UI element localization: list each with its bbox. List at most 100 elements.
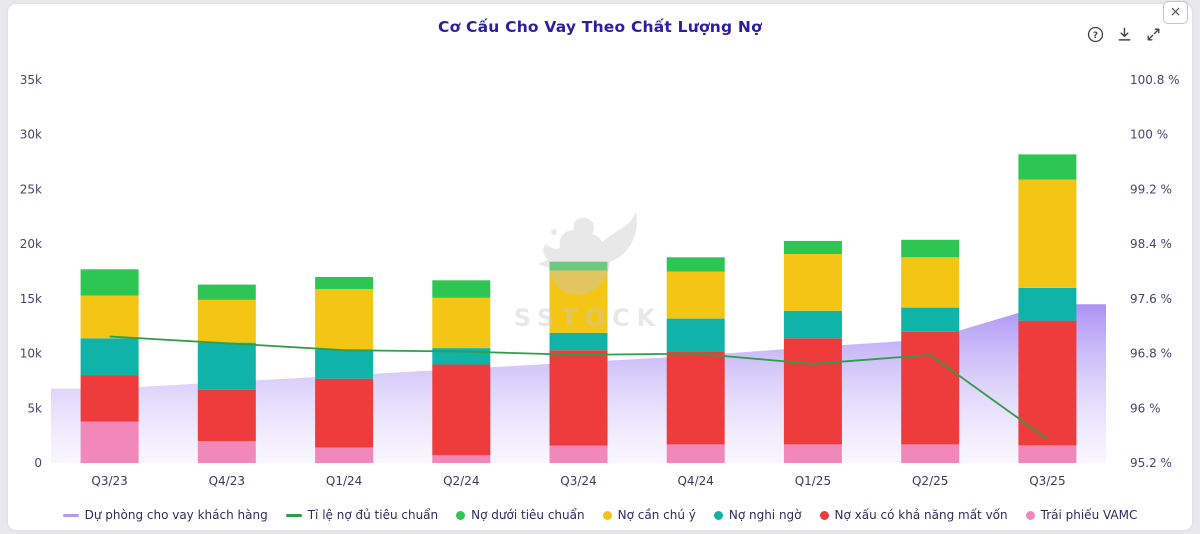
help-icon[interactable]: ? [1087, 26, 1104, 43]
legend-label: Nợ nghi ngờ [728, 508, 802, 522]
legend-item-0[interactable]: Dự phòng cho vay khách hàng [62, 508, 268, 522]
left-axis-tick: 20k [20, 237, 42, 251]
legend-dot-marker [602, 510, 612, 520]
bar-segment[interactable] [80, 375, 139, 422]
bar-segment[interactable] [901, 307, 960, 332]
legend-item-5[interactable]: Nợ xấu có khả năng mất vốn [819, 508, 1008, 522]
bar-segment[interactable] [315, 349, 374, 379]
bar-segment[interactable] [315, 378, 374, 448]
left-axis-tick: 35k [20, 73, 42, 87]
x-axis-label: Q2/24 [443, 474, 479, 488]
legend-label: Nợ xấu có khả năng mất vốn [834, 508, 1008, 522]
bar-segment[interactable] [783, 254, 842, 311]
bar-segment[interactable] [549, 332, 608, 351]
watermark-text: SSTOCK [514, 304, 662, 332]
close-button[interactable]: × [1163, 1, 1188, 24]
legend-label: Dự phòng cho vay khách hàng [84, 508, 268, 522]
bar-segment[interactable] [315, 289, 374, 350]
left-axis-tick: 0 [34, 456, 42, 470]
right-axis-tick: 100 % [1130, 128, 1168, 142]
bar-segment[interactable] [197, 342, 256, 390]
right-axis-tick: 95.2 % [1130, 456, 1172, 470]
x-axis-label: Q4/24 [677, 474, 713, 488]
right-axis-tick: 96.8 % [1130, 347, 1172, 361]
left-axis-tick: 15k [20, 292, 42, 306]
legend-item-1[interactable]: Tỉ lệ nợ đủ tiêu chuẩn [285, 508, 439, 522]
chart-legend: Dự phòng cho vay khách hàng Tỉ lệ nợ đủ t… [8, 508, 1192, 522]
bar-segment[interactable] [432, 297, 491, 349]
bar-segment[interactable] [1018, 154, 1077, 180]
bar-segment[interactable] [666, 444, 725, 463]
loan-quality-combo-chart[interactable]: SSTOCK 0 5k 10k 15k 20k 25k 30k 35k 95.2 % 96 % 96.… [16, 48, 1184, 498]
rooster-logo-icon [538, 212, 637, 295]
bar-segment[interactable] [197, 300, 256, 343]
left-axis-tick: 5k [27, 401, 42, 415]
legend-line-marker [62, 513, 79, 517]
legend-dot-marker [819, 510, 829, 520]
bar-segment[interactable] [432, 455, 491, 463]
left-axis-tick: 10k [20, 347, 42, 361]
standard-debt-ratio-line[interactable] [109, 335, 1048, 440]
bar-segment[interactable] [432, 364, 491, 456]
header-toolbar: ? [1087, 26, 1162, 43]
bar-segment[interactable] [549, 445, 608, 464]
bar-segment[interactable] [666, 257, 725, 272]
expand-icon[interactable] [1145, 26, 1162, 43]
x-axis-label: Q3/23 [91, 474, 127, 488]
legend-label: Tỉ lệ nợ đủ tiêu chuẩn [307, 508, 439, 522]
bar-segment[interactable] [901, 239, 960, 258]
bar-segment[interactable] [1018, 445, 1077, 464]
bar-segment[interactable] [432, 280, 491, 298]
legend-dot-marker [713, 510, 723, 520]
right-axis-tick: 100.8 % [1130, 73, 1180, 87]
legend-item-6[interactable]: Trái phiếu VAMC [1025, 508, 1138, 522]
legend-dot-marker [1025, 510, 1035, 520]
right-axis-tick: 96 % [1130, 401, 1161, 415]
bar-segment[interactable] [315, 447, 374, 463]
bar-segment[interactable] [549, 350, 608, 446]
bar-segment[interactable] [901, 331, 960, 445]
download-icon[interactable] [1116, 26, 1133, 43]
bar-segment[interactable] [1018, 320, 1077, 446]
legend-line-marker [285, 513, 302, 517]
bar-segment[interactable] [197, 441, 256, 463]
x-axis-label: Q4/23 [209, 474, 245, 488]
bar-segment[interactable] [783, 444, 842, 463]
bar-segment[interactable] [315, 277, 374, 289]
bar-segment[interactable] [666, 271, 725, 319]
right-axis-tick: 99.2 % [1130, 182, 1172, 196]
bar-segment[interactable] [549, 261, 608, 271]
bar-segment[interactable] [666, 318, 725, 352]
bar-segment[interactable] [783, 310, 842, 339]
bar-segment[interactable] [549, 270, 608, 333]
x-axis-label: Q3/25 [1029, 474, 1065, 488]
legend-item-3[interactable]: Nợ cần chú ý [602, 508, 696, 522]
right-axis-tick: 97.6 % [1130, 292, 1172, 306]
bar-segment[interactable] [783, 240, 842, 254]
watermark: SSTOCK [514, 212, 662, 332]
bar-segment[interactable] [1018, 179, 1077, 288]
bar-segment[interactable] [901, 257, 960, 308]
legend-dot-marker [456, 510, 466, 520]
bar-segment[interactable] [80, 269, 139, 296]
legend-label: Trái phiếu VAMC [1040, 508, 1138, 522]
legend-item-2[interactable]: Nợ dưới tiêu chuẩn [456, 508, 585, 522]
x-axis-label: Q1/25 [795, 474, 831, 488]
bar-segment[interactable] [80, 338, 139, 376]
bar-segment[interactable] [80, 421, 139, 463]
bar-segment[interactable] [783, 338, 842, 445]
chart-title: Cơ Cấu Cho Vay Theo Chất Lượng Nợ [438, 18, 762, 36]
svg-text:?: ? [1093, 31, 1098, 41]
x-axis-label: Q2/25 [912, 474, 948, 488]
chart-area: SSTOCK 0 5k 10k 15k 20k 25k 30k 35k 95.2 % 96 % 96.… [16, 48, 1184, 498]
bar-segment[interactable] [666, 351, 725, 445]
bar-segment[interactable] [197, 389, 256, 442]
legend-label: Nợ dưới tiêu chuẩn [471, 508, 585, 522]
bar-segment[interactable] [1018, 287, 1077, 321]
legend-item-4[interactable]: Nợ nghi ngờ [713, 508, 802, 522]
chart-panel: Cơ Cấu Cho Vay Theo Chất Lượng Nợ ? SSTO… [8, 4, 1192, 530]
bar-segment[interactable] [901, 444, 960, 463]
bar-segment[interactable] [80, 295, 139, 339]
bar-segment[interactable] [197, 284, 256, 300]
x-axis-label: Q1/24 [326, 474, 362, 488]
